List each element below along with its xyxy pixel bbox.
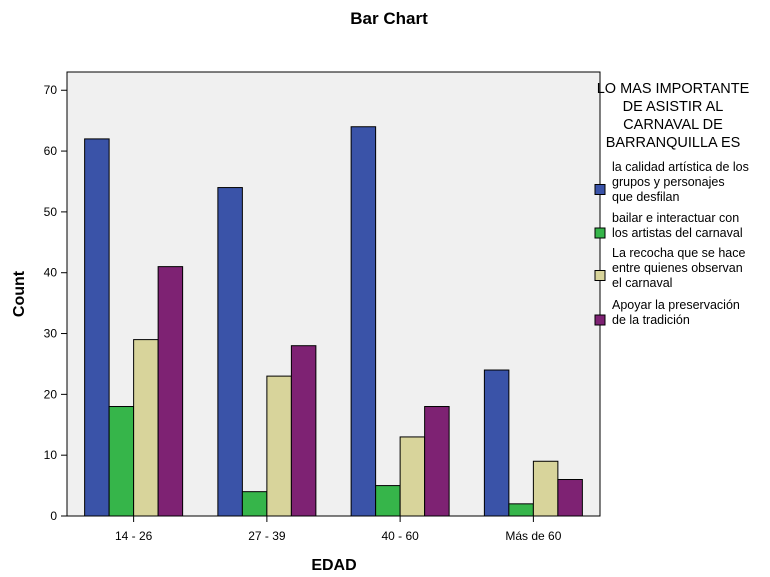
bar [290,345,317,517]
bar [557,479,583,517]
y-tick-label: 70 [44,83,58,97]
y-tick-label: 10 [44,448,58,462]
bar [108,406,135,517]
legend-swatch [594,227,606,239]
x-tick-label: Más de 60 [505,529,561,543]
y-tick-label: 60 [44,144,58,158]
bar [217,187,243,517]
y-tick-label: 20 [44,387,58,401]
legend-label: La recocha que se hace [612,246,745,260]
legend-swatch [594,314,606,326]
legend-label: los artistas del carnaval [612,226,743,240]
bar [483,369,510,517]
x-tick-label: 27 - 39 [248,529,286,543]
bar [266,375,292,517]
legend-swatch [594,184,606,195]
y-axis: 0 10 20 30 40 50 60 70 [44,83,67,523]
bar [399,436,426,517]
chart-title: Bar Chart [350,9,428,28]
x-tick-label: 40 - 60 [381,529,419,543]
y-axis-title: Count [11,270,28,317]
legend-label: el carnaval [612,276,672,290]
bar [241,491,268,517]
legend-swatch [594,270,606,281]
legend-label: entre quienes observan [612,261,743,275]
x-axis-title: EDAD [311,557,356,574]
legend-label: de la tradición [612,313,690,327]
legend-label: que desfilan [612,190,679,204]
bars-group [84,126,583,517]
legend-title-line: CARNAVAL DE [623,117,723,133]
bar [133,339,159,517]
y-tick-label: 40 [44,266,58,280]
legend-label: bailar e interactuar con [612,211,739,225]
y-tick-label: 30 [44,327,58,341]
legend-title-line: DE ASISTIR AL [623,99,724,115]
bar [424,406,450,517]
legend-label: grupos y personajes [612,175,725,189]
bar [508,503,534,517]
bar [375,485,401,517]
legend-title-line: BARRANQUILLA ES [606,135,741,151]
y-tick-label: 50 [44,205,58,219]
bar [84,138,110,517]
legend: LO MAS IMPORTANTE DE ASISTIR AL CARNAVAL D… [594,81,750,327]
legend-title-line: LO MAS IMPORTANTE [597,81,750,97]
bar [532,460,559,517]
legend-label: Apoyar la preservación [612,298,740,312]
bar [350,126,377,517]
bar [157,266,184,517]
x-tick-label: 14 - 26 [115,529,153,543]
legend-label: la calidad artística de los [612,160,749,174]
y-tick-label: 0 [50,509,57,523]
x-axis: 14 - 26 27 - 39 40 - 60 Más de 60 [115,516,562,543]
